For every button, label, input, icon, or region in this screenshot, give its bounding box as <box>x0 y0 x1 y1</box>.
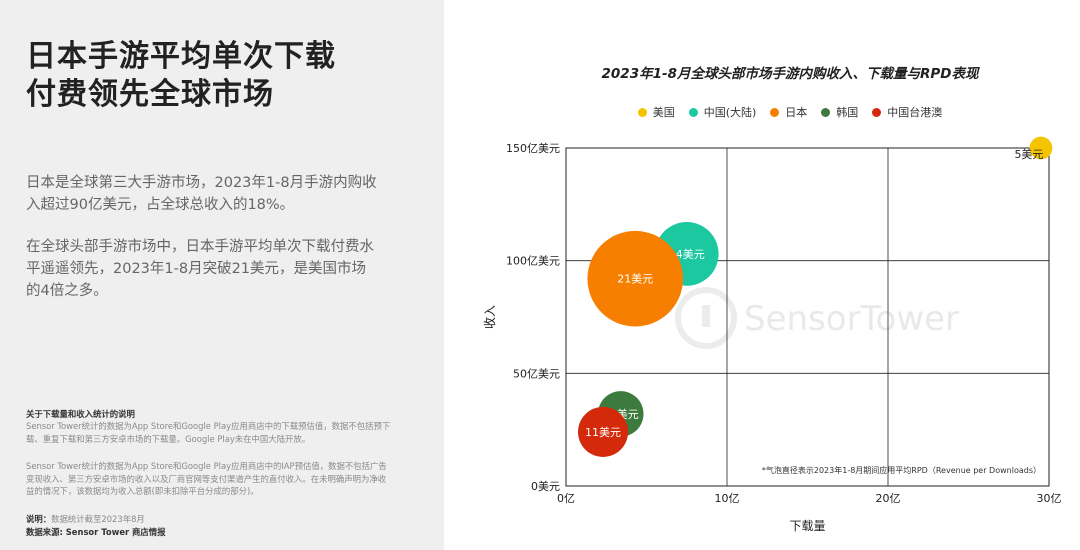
paragraph-1: 日本是全球第三大手游市场，2023年1-8月手游内购收入超过90亿美元，占全球总… <box>26 175 377 213</box>
headline-line-1: 日本手游平均单次下载 <box>26 39 336 74</box>
y-tick-label: 0美元 <box>531 480 560 493</box>
x-axis-title: 下载量 <box>789 519 825 533</box>
headline-line-2: 付费领先全球市场 <box>26 77 274 112</box>
source-text: Sensor Tower 商店情报 <box>65 527 166 537</box>
bubble-data-label: 21美元 <box>617 273 653 286</box>
chart-footnote: *气泡直径表示2023年1-8月期间应用平均RPD（Revenue per Do… <box>762 465 1041 475</box>
x-tick-label: 0亿 <box>557 492 575 505</box>
y-tick-label: 50亿美元 <box>513 367 560 380</box>
explain-line: 说明：数据统计截至2023年8月 <box>26 513 394 526</box>
legend-label: 中国台港澳 <box>887 106 943 119</box>
legend-swatch <box>770 107 780 117</box>
notes-text-2: Sensor Tower统计的数据为App Store和Google Play应… <box>26 461 387 496</box>
legend-item: 中国(大陆) <box>688 104 757 120</box>
explain-text: 数据统计截至2023年8月 <box>51 514 145 524</box>
bubble-point <box>587 230 684 327</box>
bubble-point <box>1029 136 1053 160</box>
legend-label: 韩国 <box>836 106 859 119</box>
chart-title: 2023年1-8月全球头部市场手游内购收入、下载量与RPD表现 <box>601 66 979 82</box>
bubble-data-label: 5美元 <box>1014 148 1043 161</box>
bubble-chart: SensorTower 0亿 10亿 20亿 30亿 0美元 50亿美元 100亿美元 150… <box>483 136 1062 533</box>
watermark-text: SensorTower <box>744 299 959 339</box>
legend-swatch <box>688 107 698 117</box>
legend-label: 美国 <box>652 106 675 119</box>
plot-frame <box>565 147 1050 487</box>
notes-title-text: 关于下载量和收入统计的说明 <box>26 409 135 419</box>
notes-text-1: Sensor Tower统计的数据为App Store和Google Play应… <box>26 421 391 444</box>
source-label: 数据来源: <box>26 527 66 537</box>
x-tick-label: 20亿 <box>876 492 901 505</box>
y-tick-label: 100亿美元 <box>506 255 560 268</box>
x-tick-label: 30亿 <box>1037 492 1062 505</box>
source-line: 数据来源: Sensor Tower 商店情报 <box>26 526 394 539</box>
legend-item: 日本 <box>770 104 807 120</box>
paragraph-2: 在全球头部手游市场中，日本手游平均单次下载付费水平遥遥领先，2023年1-8月突… <box>26 239 374 299</box>
explain-label: 说明： <box>26 514 52 524</box>
legend-label: 日本 <box>785 106 808 119</box>
legend-item: 韩国 <box>821 104 858 120</box>
legend-label: 中国(大陆) <box>703 106 757 119</box>
chart-legend: 美国 中国(大陆) 日本 韩国 中国台港澳 <box>470 104 1080 120</box>
legend-item: 中国台港澳 <box>872 104 942 120</box>
bubble-point <box>578 406 629 457</box>
left-panel: 日本手游平均单次下载 付费领先全球市场 日本是全球第三大手游市场，2023年1-… <box>0 0 444 550</box>
watermark-bar <box>702 305 710 327</box>
bubble-data-label: 11美元 <box>585 426 621 439</box>
legend-swatch <box>637 107 647 117</box>
y-axis-title: 收入 <box>483 305 497 329</box>
legend-swatch <box>821 107 831 117</box>
legend-item: 美国 <box>637 104 675 120</box>
y-tick-label: 150亿美元 <box>506 142 560 155</box>
legend-swatch <box>872 107 882 117</box>
x-tick-label: 10亿 <box>715 492 740 505</box>
watermark-logo: SensorTower <box>675 287 959 349</box>
notes-title: 关于下载量和收入统计的说明 <box>26 408 394 421</box>
headline: 日本手游平均单次下载 付费领先全球市场 <box>26 38 336 114</box>
watermark-ring <box>675 287 737 349</box>
